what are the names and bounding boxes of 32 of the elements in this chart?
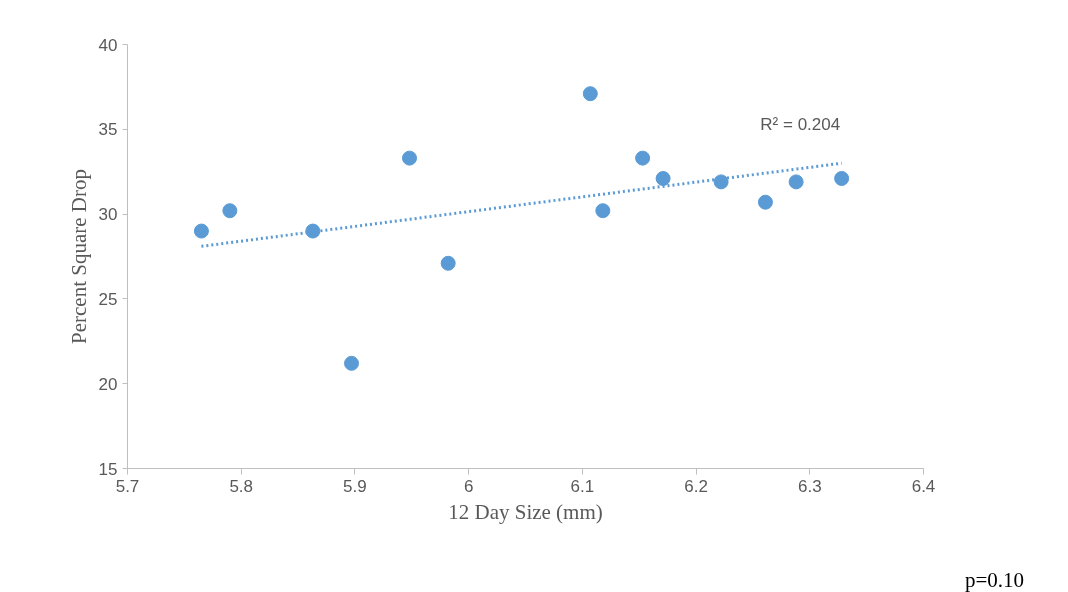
x-tick-label: 6	[463, 476, 474, 496]
point	[582, 86, 598, 102]
x-tick-label: 6.4	[911, 476, 936, 496]
x-tick-label: 5.8	[229, 476, 254, 496]
y-tick-label: 40	[98, 35, 118, 55]
x-tick-label: 6.3	[797, 476, 822, 496]
point	[595, 203, 611, 219]
y-tick-label: 20	[98, 374, 118, 394]
x-tick-label: 6.1	[570, 476, 595, 496]
y-tick-label: 25	[98, 289, 118, 309]
point	[834, 171, 850, 186]
point	[344, 355, 360, 371]
point	[440, 255, 456, 271]
point	[635, 150, 651, 166]
x-tick-label: 5.7	[115, 476, 140, 496]
x-tick-label: 6.2	[684, 476, 708, 496]
point	[193, 223, 209, 239]
point	[713, 174, 729, 190]
y-axis-title: Percent Square Drop	[66, 169, 91, 344]
annotation: R² = 0.204	[760, 114, 841, 134]
point	[655, 171, 671, 186]
y-tick-label: 15	[98, 459, 118, 479]
point	[402, 150, 418, 166]
x-axis-title: 12 Day Size (mm)	[448, 499, 603, 524]
point	[305, 223, 321, 239]
text: p=0.10	[965, 567, 1025, 592]
x-tick-label: 5.9	[343, 476, 367, 496]
y-tick-label: 30	[98, 205, 118, 225]
y-tick-label: 35	[98, 120, 118, 140]
point	[757, 194, 773, 210]
point	[222, 203, 238, 219]
point	[788, 174, 804, 190]
